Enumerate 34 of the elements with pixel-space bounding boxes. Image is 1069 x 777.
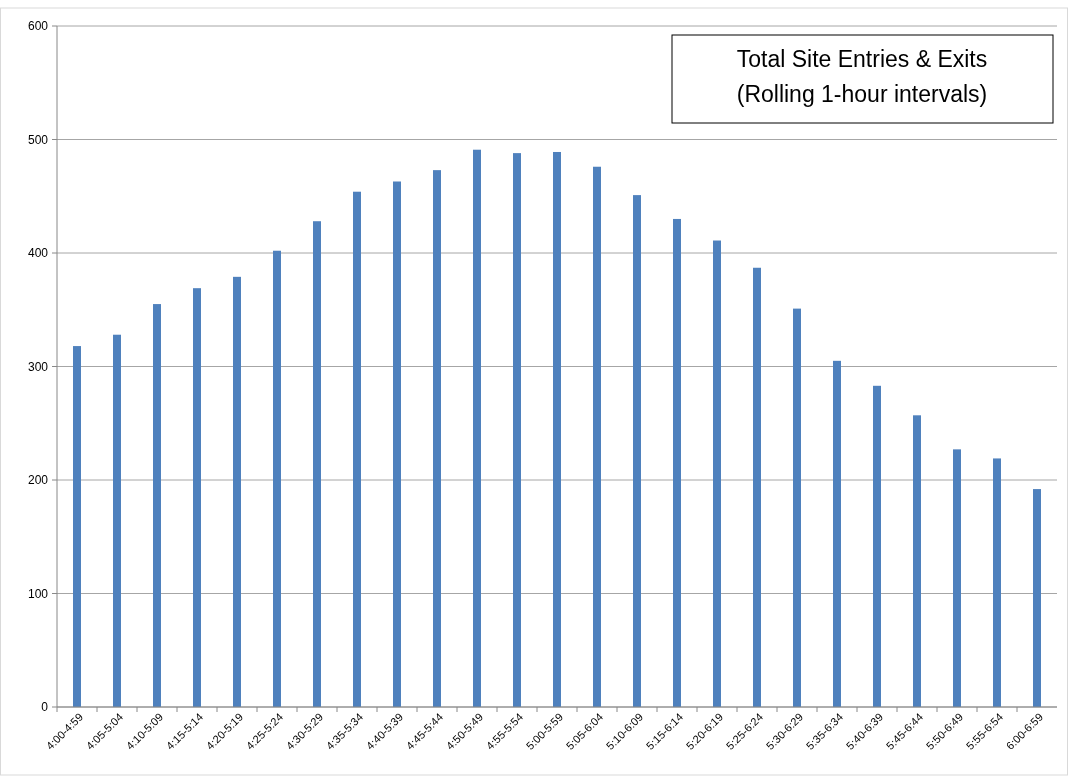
bar: [353, 191, 361, 707]
bar: [513, 153, 521, 707]
bar: [113, 334, 121, 707]
y-tick-label: 600: [27, 19, 49, 34]
bar: [193, 288, 201, 707]
bar: [633, 195, 641, 707]
bar: [393, 181, 401, 707]
bar: [73, 346, 81, 707]
bar: [273, 250, 281, 707]
text: Total Site Entries & Exits: [736, 46, 988, 72]
y-tick-label: 300: [27, 359, 49, 374]
y-tick-label: 500: [27, 132, 49, 147]
bar: [713, 240, 721, 707]
bar: [833, 360, 841, 707]
bar: [953, 449, 961, 707]
bar: [473, 149, 481, 707]
text: (Rolling 1-hour intervals): [736, 81, 988, 107]
bar: [753, 267, 761, 707]
y-tick-label: 400: [27, 246, 49, 261]
bar: [873, 385, 881, 707]
y-tick-label: 200: [27, 473, 49, 488]
bar: [313, 221, 321, 707]
bar: [433, 170, 441, 707]
bar: [233, 276, 241, 707]
bar: [153, 304, 161, 707]
y-tick-label: 100: [27, 586, 49, 601]
bar: [1033, 489, 1041, 707]
bar: [793, 308, 801, 707]
bar: [913, 415, 921, 707]
bar: [993, 458, 1001, 707]
bar: [673, 218, 681, 707]
y-tick-label: 0: [41, 700, 49, 715]
bar: [593, 166, 601, 707]
bar: [553, 151, 561, 707]
